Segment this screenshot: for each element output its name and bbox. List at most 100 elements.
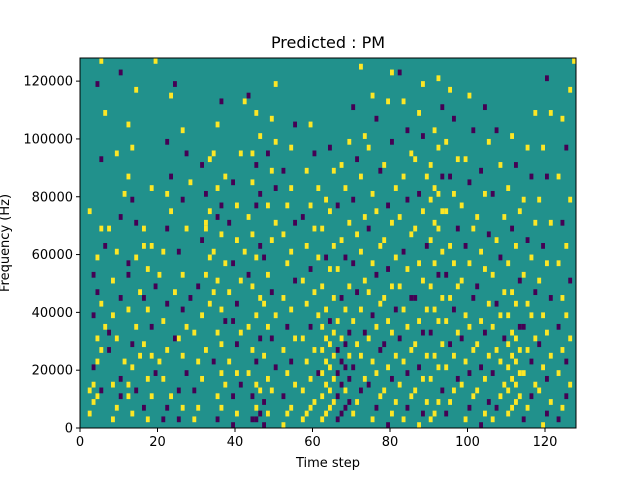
- heatmap-cell-low: [417, 364, 421, 371]
- heatmap-cell-high: [498, 358, 503, 365]
- heatmap-cell-high: [529, 254, 534, 261]
- heatmap-cell-high: [312, 399, 317, 405]
- heatmap-cell-high: [401, 306, 406, 313]
- heatmap-cell-high: [401, 416, 406, 423]
- heatmap-cell-high: [157, 271, 162, 278]
- heatmap-cell-high: [266, 271, 270, 278]
- heatmap-cell-high: [440, 208, 445, 215]
- heatmap-cell-high: [273, 219, 278, 226]
- heatmap-cell-low: [231, 422, 235, 428]
- heatmap-cell-high: [250, 231, 255, 238]
- heatmap-cell-high: [537, 387, 542, 394]
- heatmap-cell-high: [409, 231, 414, 238]
- heatmap-cell-high: [498, 312, 503, 319]
- heatmap-cell-high: [331, 243, 336, 249]
- heatmap-cell-low: [126, 260, 131, 267]
- heatmap-cell-high: [428, 416, 433, 423]
- heatmap-cell-low: [165, 300, 170, 307]
- heatmap-cell-high: [126, 381, 131, 388]
- heatmap-cell-high: [471, 393, 476, 400]
- x-tick-label: 20: [149, 435, 166, 450]
- heatmap-cell-high: [111, 277, 115, 284]
- heatmap-cell-low: [258, 335, 263, 342]
- heatmap-cell-high: [541, 312, 545, 319]
- heatmap-cell-high: [351, 318, 356, 324]
- heatmap-cell-low: [421, 329, 425, 336]
- heatmap-cell-low: [556, 416, 561, 423]
- heatmap-cell-high: [506, 364, 511, 371]
- heatmap-cell-high: [390, 219, 394, 226]
- heatmap-cell-low: [328, 144, 332, 151]
- heatmap-cell-high: [525, 300, 530, 307]
- heatmap-cell-low: [254, 202, 259, 209]
- heatmap-cell-low: [467, 370, 472, 376]
- heatmap-cell-low: [153, 370, 158, 376]
- heatmap-cell-high: [355, 231, 359, 238]
- heatmap-cell-high: [165, 347, 170, 353]
- heatmap-cell-high: [452, 387, 456, 394]
- heatmap-cell-high: [219, 341, 224, 348]
- heatmap-cell-high: [421, 375, 425, 382]
- heatmap-cell-high: [436, 75, 441, 82]
- heatmap-cell-high: [409, 393, 414, 400]
- heatmap-cell-high: [459, 202, 464, 209]
- heatmap-cell-high: [320, 393, 325, 400]
- y-tick-label: 120000: [23, 75, 73, 90]
- heatmap-cell-high: [502, 214, 507, 220]
- heatmap-cell-high: [114, 404, 119, 411]
- heatmap-cell-low: [118, 214, 123, 220]
- heatmap-cell-high: [560, 404, 565, 411]
- heatmap-cell-high: [262, 300, 266, 307]
- heatmap-cell-low: [374, 115, 379, 122]
- heatmap-cell-high: [490, 271, 495, 278]
- heatmap-cell-high: [328, 341, 332, 348]
- x-tick-label: 40: [227, 435, 244, 450]
- heatmap-cell-low: [250, 416, 255, 423]
- heatmap-cell-high: [238, 329, 243, 336]
- heatmap-cell-high: [405, 266, 410, 272]
- heatmap-cell-high: [223, 260, 228, 267]
- heatmap-cell-high: [436, 399, 441, 405]
- heatmap-cell-high: [200, 375, 204, 382]
- heatmap-cell-high: [463, 358, 468, 365]
- heatmap-cell-low: [440, 387, 445, 394]
- heatmap-cell-low: [254, 358, 259, 365]
- heatmap-cell-low: [134, 387, 139, 394]
- heatmap-cell-high: [366, 335, 371, 342]
- heatmap-cell-low: [343, 404, 348, 411]
- heatmap-cell-high: [428, 196, 433, 203]
- heatmap-cell-low: [359, 387, 363, 394]
- heatmap-cell-high: [428, 283, 433, 290]
- heatmap-cell-high: [393, 399, 398, 405]
- heatmap-cell-low: [452, 306, 456, 313]
- heatmap-cell-high: [424, 173, 429, 180]
- heatmap-cell-low: [254, 162, 259, 168]
- heatmap-cell-low: [529, 358, 534, 365]
- heatmap-cell-high: [300, 277, 305, 284]
- heatmap-cell-high: [324, 196, 328, 203]
- heatmap-cell-high: [502, 381, 507, 388]
- heatmap-cell-low: [421, 133, 425, 139]
- heatmap-cell-low: [95, 289, 100, 296]
- heatmap-cell-high: [413, 387, 418, 394]
- heatmap-cell-low: [293, 277, 297, 284]
- heatmap-cell-high: [254, 110, 259, 116]
- heatmap-cell-low: [545, 75, 549, 82]
- heatmap-cell-high: [382, 295, 387, 301]
- heatmap-cell-high: [180, 352, 185, 359]
- heatmap-cell-high: [568, 196, 573, 203]
- heatmap-cell-low: [165, 225, 170, 232]
- heatmap-cell-high: [250, 150, 255, 157]
- heatmap-cell-low: [142, 295, 146, 301]
- heatmap-cell-low: [479, 364, 483, 371]
- heatmap-cell-high: [424, 399, 429, 405]
- heatmap-cell-high: [362, 277, 367, 284]
- heatmap-cell-low: [471, 295, 476, 301]
- heatmap-cell-high: [347, 352, 352, 359]
- heatmap-cell-high: [320, 225, 325, 232]
- heatmap-cell-low: [397, 69, 402, 76]
- x-tick-label: 100: [455, 435, 480, 450]
- heatmap-cell-low: [343, 364, 348, 371]
- x-tick-label: 120: [533, 435, 558, 450]
- x-tick-label: 60: [304, 435, 321, 450]
